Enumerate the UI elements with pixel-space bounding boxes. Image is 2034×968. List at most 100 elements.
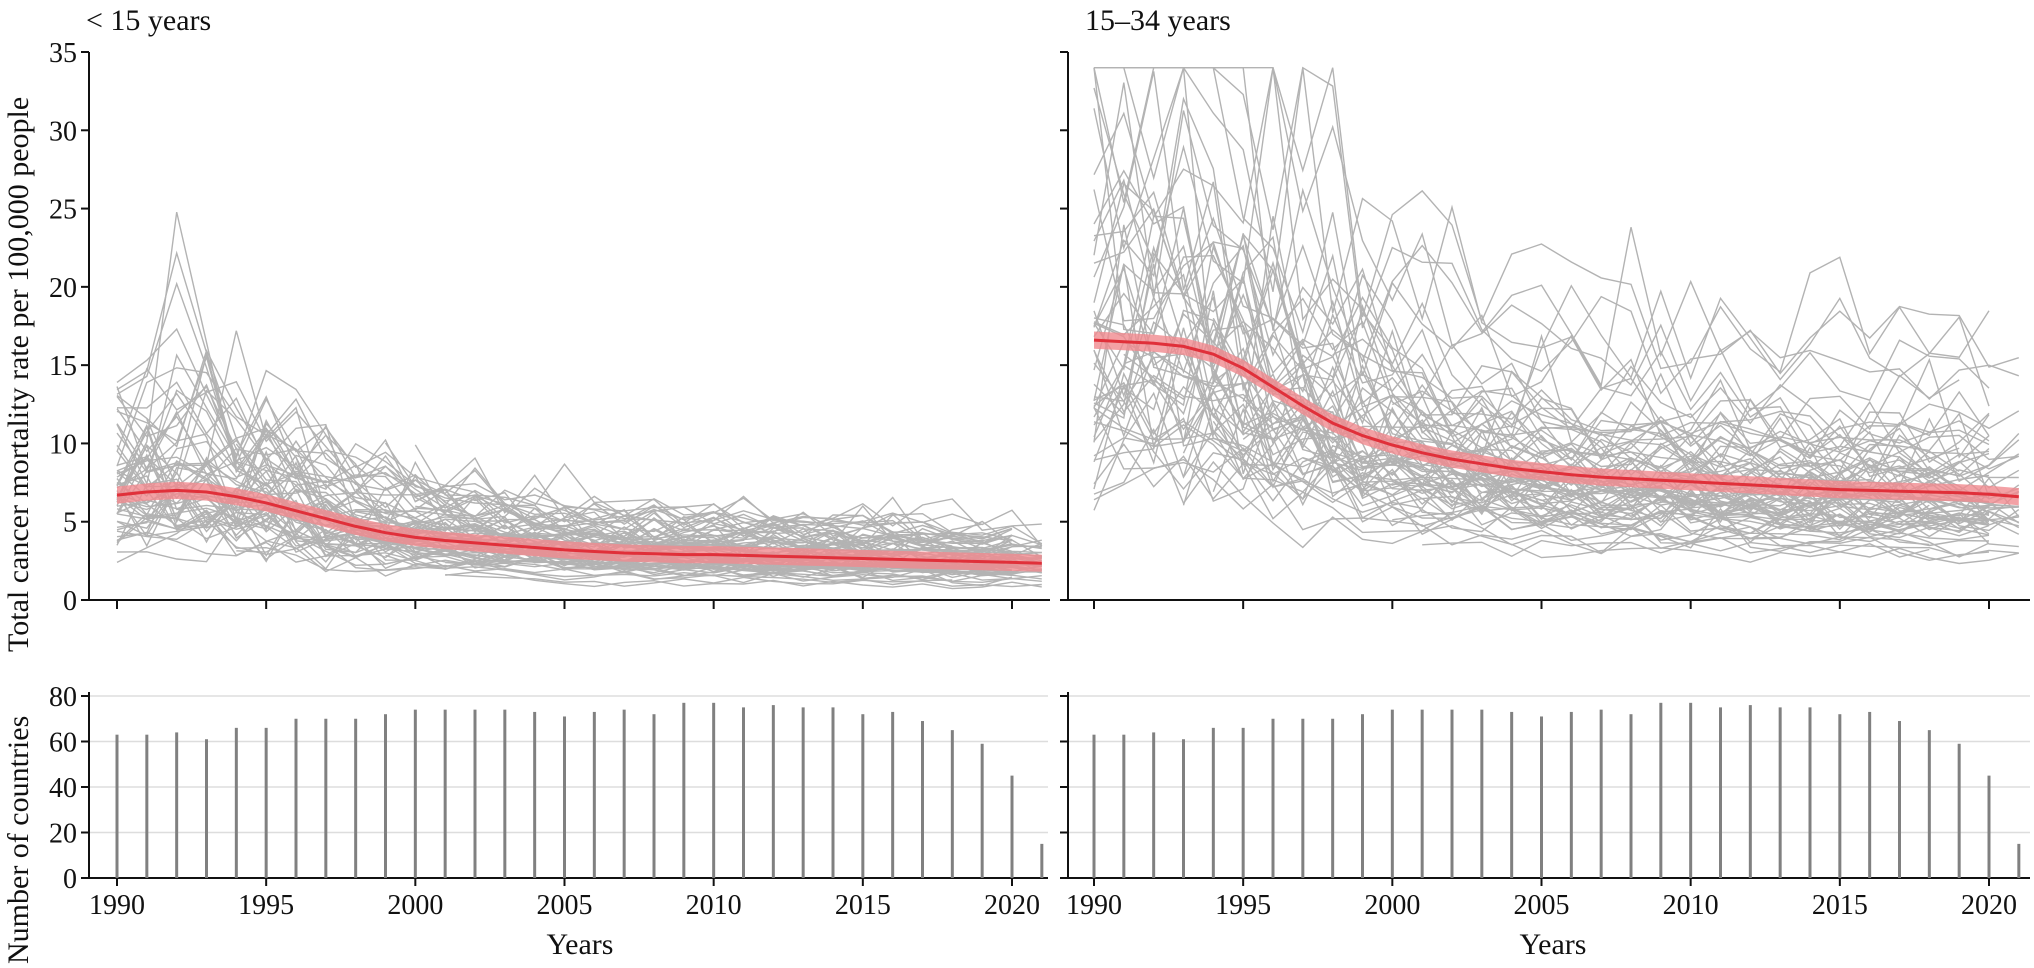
y-tick-label: 40 <box>49 773 77 804</box>
country-line <box>116 327 1013 551</box>
y-tick-label: 20 <box>49 819 77 850</box>
bar <box>1957 743 1961 878</box>
bar <box>1152 732 1156 878</box>
y-tick-label: 0 <box>63 586 77 617</box>
trend-line <box>1093 338 2019 499</box>
bar <box>1898 721 1901 878</box>
y-tick-label: 5 <box>63 508 77 539</box>
country-line <box>116 516 953 586</box>
country-line <box>1093 190 1990 473</box>
country-lines <box>116 211 1043 590</box>
y-tick-label: 20 <box>49 273 77 304</box>
x-tick-label: 2005 <box>537 890 593 921</box>
bar <box>742 707 745 878</box>
country-lines <box>1093 66 2020 565</box>
trend-confidence-band <box>117 481 1042 572</box>
bar <box>443 709 447 878</box>
country-line <box>116 437 983 556</box>
bar <box>1629 714 1633 878</box>
country-line <box>1093 458 1990 562</box>
bar <box>175 732 179 878</box>
bar <box>861 714 865 878</box>
bar <box>205 739 208 878</box>
y-tick-label: 0 <box>63 864 77 895</box>
bar <box>1599 709 1603 878</box>
country-line <box>1093 169 1990 483</box>
x-axis-label-right: Years <box>1519 928 1587 961</box>
country-line <box>1093 66 1990 407</box>
bar <box>652 714 656 878</box>
x-tick-label: 2010 <box>686 890 742 921</box>
bar <box>413 709 417 878</box>
country-line <box>1212 232 2020 492</box>
bar <box>1868 711 1872 878</box>
bar <box>950 730 954 878</box>
bar <box>1689 702 1693 878</box>
mortality-panel-0: 0 5 10 15 20 25 30 35 <box>49 38 1050 617</box>
bar <box>1510 711 1514 878</box>
country-line <box>1093 443 1930 558</box>
country-line <box>1094 66 2020 395</box>
bar <box>1480 709 1484 878</box>
bar <box>1361 714 1364 878</box>
country-line <box>1302 457 2020 538</box>
y-tick-label: 60 <box>49 728 77 759</box>
country-line <box>1093 340 2019 521</box>
country-line <box>1093 71 1990 453</box>
bar <box>682 702 686 878</box>
bar <box>1122 734 1126 878</box>
country-line <box>1123 66 2020 400</box>
x-tick-label: 2000 <box>387 890 443 921</box>
country-line <box>445 574 1042 588</box>
y-tick-label: 80 <box>49 682 77 713</box>
country-line <box>116 450 1042 559</box>
country-line <box>116 478 1042 577</box>
bar <box>1778 707 1782 878</box>
bar <box>771 705 775 878</box>
y-tick-label: 30 <box>49 116 77 147</box>
bar <box>1540 716 1543 878</box>
x-tick-label: 2015 <box>835 890 891 921</box>
bar <box>294 718 298 878</box>
bar <box>712 702 716 878</box>
country-line <box>116 510 1042 580</box>
bar <box>264 727 268 878</box>
bar <box>473 709 477 878</box>
x-tick-label: 2020 <box>1961 890 2017 921</box>
country-line <box>1093 427 2019 565</box>
country-line <box>1093 327 2020 535</box>
x-axis-label-left: Years <box>546 928 614 961</box>
bar <box>1010 775 1014 878</box>
country-line <box>1212 417 1990 540</box>
country-line <box>1094 66 1990 373</box>
y-tick-label: 15 <box>49 351 77 382</box>
bar <box>1808 707 1812 878</box>
bar <box>980 743 984 878</box>
bar <box>1659 702 1663 878</box>
y-tick-label: 35 <box>49 38 77 69</box>
x-tick-label: 1990 <box>89 890 145 921</box>
x-tick-label: 1990 <box>1066 890 1122 921</box>
panel-title-15-34: 15–34 years <box>1085 4 1231 37</box>
bar <box>1987 775 1991 878</box>
bar <box>145 734 149 878</box>
bar <box>831 707 835 878</box>
x-tick-label: 2015 <box>1812 890 1868 921</box>
bar <box>533 711 537 878</box>
trend-confidence-band <box>1094 331 2019 506</box>
bar <box>1719 707 1722 878</box>
bar <box>1927 730 1931 878</box>
countries-panel-0: 0 20 40 60 80 1990 1995 2000 2005 2010 2015 2020 <box>49 682 1048 921</box>
country-line <box>1093 67 1990 412</box>
trend-line <box>116 488 1042 565</box>
x-tick-label: 2010 <box>1663 890 1719 921</box>
country-line <box>116 367 983 548</box>
x-tick-label: 1995 <box>1215 890 1271 921</box>
country-line <box>116 330 1013 544</box>
country-line <box>1093 96 2019 483</box>
bar <box>891 711 895 878</box>
bar <box>1331 718 1335 878</box>
country-line <box>1093 244 1990 498</box>
country-line <box>1123 66 2020 446</box>
